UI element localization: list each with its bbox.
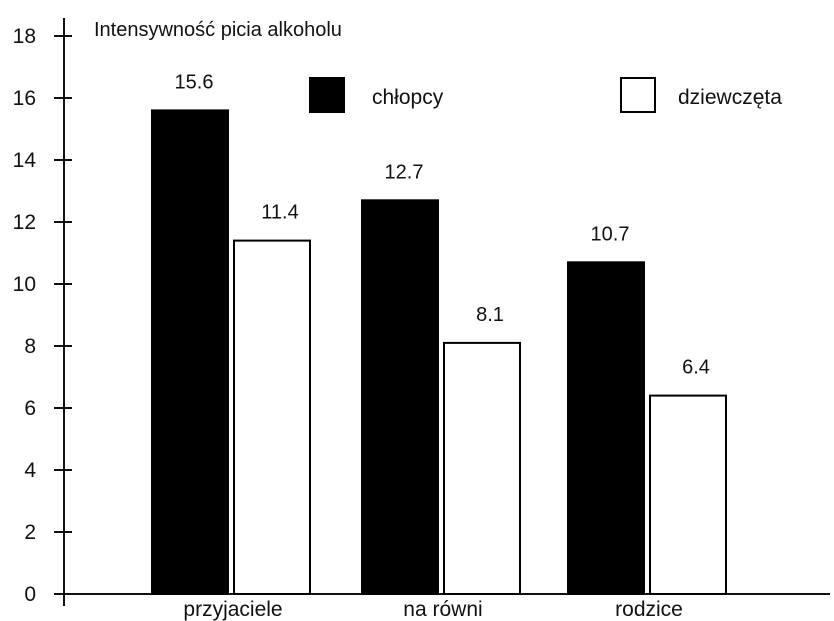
y-tick-label: 4 (24, 459, 36, 482)
legend-swatch-chlopcy (309, 77, 345, 113)
x-category-label: na równi (403, 598, 482, 621)
bar-chlopcy-1 (151, 109, 229, 596)
y-tick-label: 18 (13, 25, 36, 48)
y-tick-label: 16 (13, 87, 36, 110)
y-tick-label: 0 (24, 583, 36, 606)
legend: chłopcy dziewczęta (309, 77, 782, 113)
bar-dziewczeta-3 (649, 394, 727, 595)
bar-dziewczeta-2 (443, 341, 521, 595)
data-label: 8.1 (476, 304, 504, 326)
legend-swatch-dziewczeta (620, 77, 656, 113)
y-tick-label: 12 (13, 211, 36, 234)
legend-label-chlopcy: chłopcy (372, 86, 444, 109)
y-tick-label: 6 (24, 397, 36, 420)
y-axis-title: Intensywność picia alkoholu (94, 19, 342, 41)
data-label: 10.7 (591, 223, 630, 245)
y-tick-label: 2 (24, 521, 36, 544)
legend-label-dziewczeta: dziewczęta (678, 86, 782, 109)
y-tick-label: 14 (13, 149, 37, 172)
bar-dziewczeta-1 (233, 239, 311, 595)
bar-chlopcy-3 (567, 261, 645, 595)
x-category-label: przyjaciele (183, 598, 282, 621)
y-tick-label: 10 (13, 273, 36, 296)
x-category-label: rodzice (615, 598, 683, 621)
data-label: 6.4 (682, 357, 710, 379)
bar-chlopcy-2 (361, 199, 439, 596)
y-tick-label: 8 (24, 335, 36, 358)
data-label: 11.4 (261, 202, 298, 224)
data-label: 15.6 (175, 71, 214, 93)
data-label: 12.7 (385, 161, 424, 183)
data-labels: 15.6 11.4 przyjaciele 12.7 8.1 na równi 10.7 6.… (175, 71, 710, 621)
bars (151, 109, 727, 596)
